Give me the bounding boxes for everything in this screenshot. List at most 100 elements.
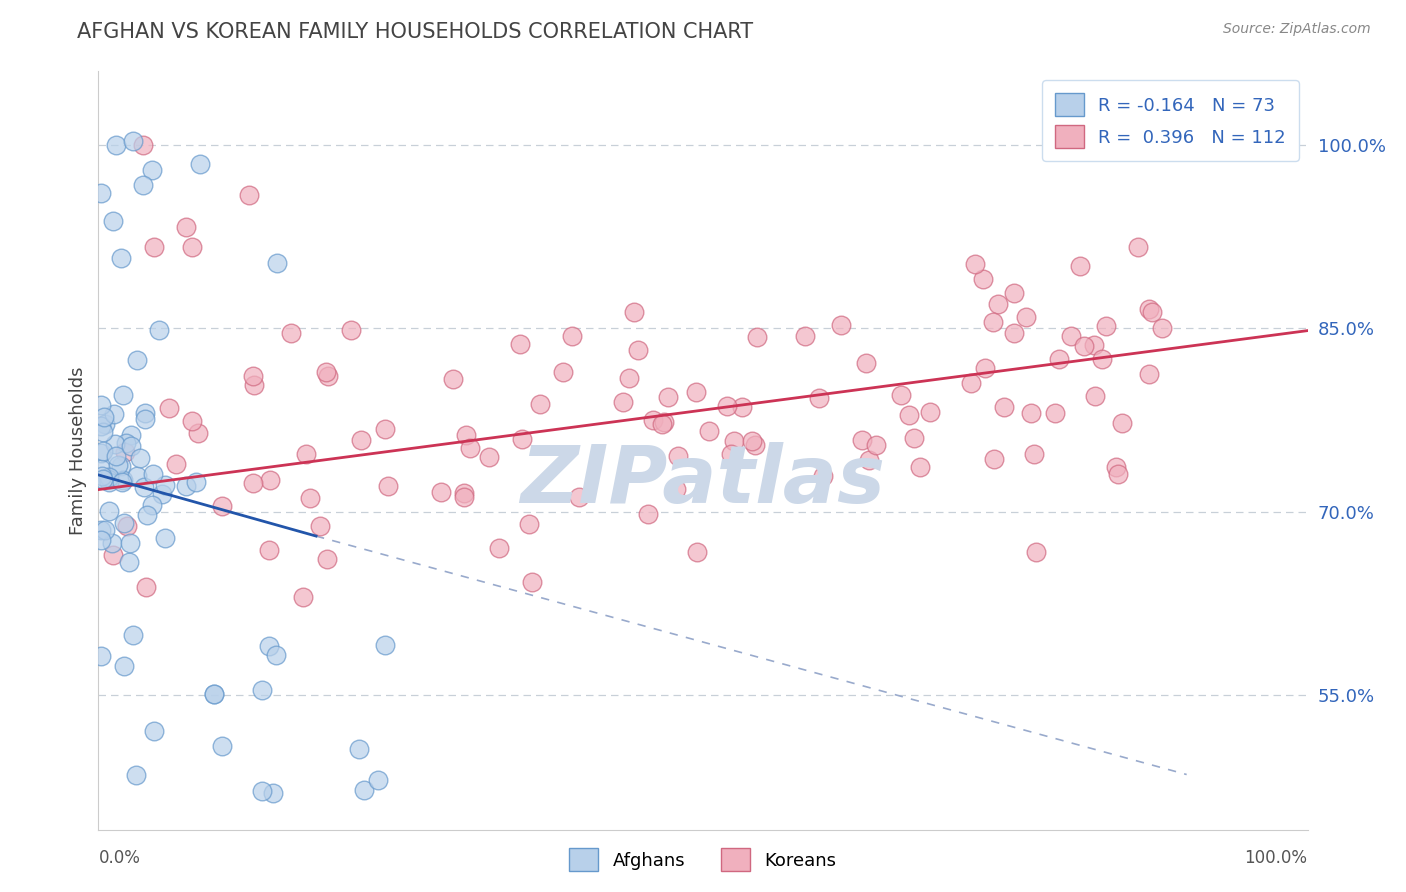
Point [1047, 352, 1070, 367]
Point [132, 480, 155, 494]
Point [960, 376, 983, 390]
Point [242, 475, 264, 490]
Point [551, 366, 574, 380]
Point [148, 323, 170, 337]
Point [374, 638, 396, 652]
Point [747, 330, 769, 344]
Point [187, 425, 209, 440]
Point [1137, 301, 1160, 316]
Point [132, 178, 155, 192]
Point [1060, 329, 1083, 343]
Point [112, 516, 135, 531]
Text: ZIPatlas: ZIPatlas [520, 442, 886, 520]
Point [94, 523, 117, 537]
Point [1073, 339, 1095, 353]
Point [377, 478, 399, 492]
Point [1002, 326, 1025, 340]
Point [125, 768, 148, 782]
Point [918, 405, 941, 419]
Point [908, 460, 931, 475]
Point [291, 591, 314, 605]
Point [665, 483, 688, 497]
Point [898, 409, 921, 423]
Point [111, 473, 134, 487]
Point [1045, 406, 1067, 420]
Point [93, 409, 115, 424]
Point [122, 134, 145, 148]
Point [157, 401, 180, 415]
Point [104, 437, 127, 451]
Point [315, 551, 337, 566]
Point [1140, 304, 1163, 318]
Point [176, 479, 198, 493]
Point [520, 574, 543, 589]
Point [112, 388, 135, 402]
Point [657, 390, 679, 404]
Point [651, 417, 673, 431]
Point [243, 377, 266, 392]
Text: Source: ZipAtlas.com: Source: ZipAtlas.com [1223, 22, 1371, 37]
Point [1069, 259, 1091, 273]
Point [1111, 416, 1133, 430]
Point [652, 415, 675, 429]
Point [91, 469, 114, 483]
Point [697, 425, 720, 439]
Text: 0.0%: 0.0% [98, 848, 141, 866]
Point [340, 323, 363, 337]
Point [132, 137, 155, 152]
Point [716, 400, 738, 414]
Point [90, 533, 112, 548]
Point [211, 739, 233, 753]
Point [110, 251, 132, 265]
Point [1152, 321, 1174, 335]
Point [238, 187, 260, 202]
Point [529, 397, 551, 411]
Point [153, 478, 176, 492]
Point [965, 257, 987, 271]
Point [308, 519, 330, 533]
Point [454, 428, 477, 442]
Point [685, 385, 707, 400]
Point [115, 518, 138, 533]
Point [135, 580, 157, 594]
Point [441, 371, 464, 385]
Point [98, 475, 121, 489]
Point [257, 543, 280, 558]
Point [627, 343, 650, 357]
Point [315, 365, 337, 379]
Point [101, 548, 124, 562]
Point [280, 326, 302, 340]
Point [353, 783, 375, 797]
Point [180, 240, 202, 254]
Point [509, 337, 531, 351]
Point [903, 431, 925, 445]
Text: AFGHAN VS KOREAN FAMILY HOUSEHOLDS CORRELATION CHART: AFGHAN VS KOREAN FAMILY HOUSEHOLDS CORRE… [77, 22, 754, 42]
Point [120, 428, 142, 442]
Point [135, 508, 157, 522]
Point [142, 723, 165, 738]
Point [811, 469, 834, 483]
Point [90, 446, 112, 460]
Point [257, 639, 280, 653]
Point [686, 545, 709, 559]
Point [111, 475, 134, 490]
Point [242, 368, 264, 383]
Point [107, 458, 129, 473]
Point [851, 434, 873, 448]
Point [723, 434, 745, 449]
Point [855, 355, 877, 369]
Point [266, 256, 288, 270]
Point [112, 658, 135, 673]
Point [347, 742, 370, 756]
Legend: Afghans, Koreans: Afghans, Koreans [562, 841, 844, 879]
Point [165, 457, 187, 471]
Point [1083, 338, 1105, 352]
Point [211, 499, 233, 513]
Point [807, 391, 830, 405]
Point [1019, 406, 1042, 420]
Point [118, 555, 141, 569]
Point [858, 453, 880, 467]
Point [1002, 286, 1025, 301]
Point [142, 467, 165, 481]
Point [637, 508, 659, 522]
